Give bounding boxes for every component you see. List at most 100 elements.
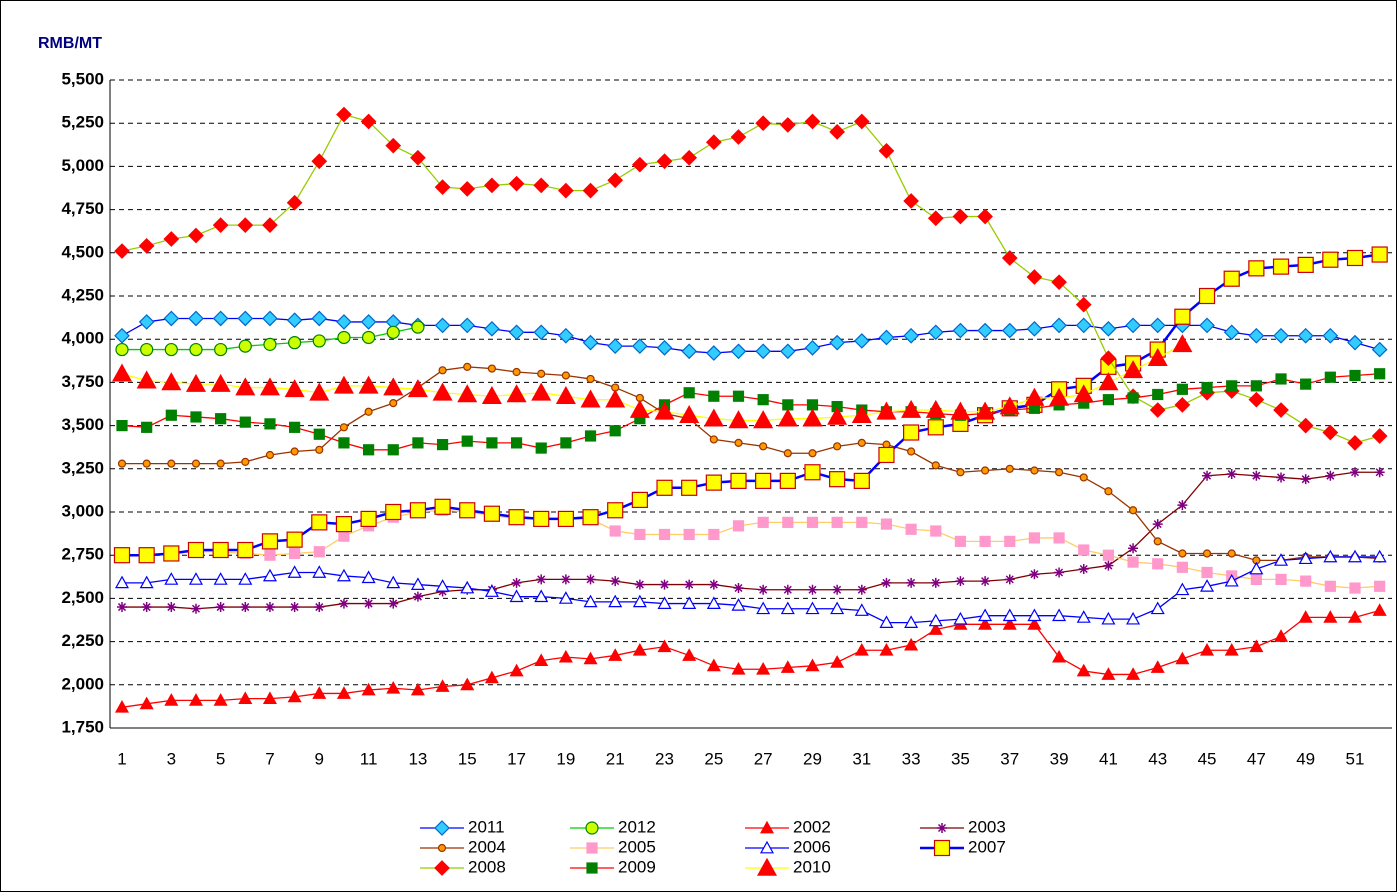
marker — [1150, 601, 1165, 615]
marker — [1123, 360, 1144, 379]
marker — [1104, 487, 1113, 496]
y-tick-label: 1,750 — [61, 717, 104, 736]
marker — [708, 579, 719, 590]
marker — [481, 385, 502, 405]
marker — [237, 541, 254, 559]
marker — [1002, 617, 1017, 630]
marker — [1027, 608, 1042, 622]
x-tick-label: 21 — [606, 749, 625, 768]
marker — [682, 596, 697, 609]
marker — [113, 547, 131, 564]
marker — [952, 208, 969, 225]
marker — [1300, 575, 1312, 587]
marker — [1127, 392, 1139, 404]
marker — [728, 410, 749, 429]
marker — [138, 314, 155, 330]
legend-item: 2004 — [420, 837, 506, 856]
marker — [731, 662, 746, 675]
marker — [607, 338, 624, 354]
marker — [1347, 435, 1363, 451]
legend-label: 2012 — [618, 817, 656, 836]
marker — [289, 421, 301, 433]
marker — [487, 364, 496, 373]
marker — [1175, 582, 1190, 596]
marker — [364, 407, 373, 416]
marker — [1201, 566, 1213, 579]
legend-item: 2010 — [745, 857, 831, 876]
marker — [1323, 610, 1338, 623]
marker — [1078, 564, 1089, 575]
marker — [1274, 629, 1289, 642]
marker — [238, 691, 253, 705]
legend-label: 2009 — [618, 857, 656, 876]
marker — [632, 338, 648, 354]
y-tick-label: 4,000 — [61, 329, 104, 348]
marker — [755, 472, 772, 489]
y-tick-label: 3,750 — [61, 372, 104, 391]
marker — [1152, 519, 1163, 530]
marker — [411, 320, 425, 334]
marker — [358, 375, 379, 394]
marker — [1273, 327, 1289, 344]
marker — [705, 474, 722, 491]
marker — [335, 515, 353, 533]
marker — [536, 574, 547, 585]
marker — [755, 115, 772, 132]
marker — [950, 401, 971, 420]
marker — [1177, 500, 1188, 511]
marker — [561, 371, 570, 380]
marker — [311, 514, 328, 531]
marker — [755, 343, 772, 360]
marker — [878, 446, 895, 464]
marker — [586, 374, 595, 384]
marker — [977, 322, 993, 339]
series-line — [121, 373, 1380, 451]
marker — [337, 330, 351, 345]
marker — [582, 182, 599, 199]
marker — [1001, 322, 1018, 339]
marker — [1199, 317, 1215, 334]
y-tick-label: 2,750 — [61, 545, 104, 564]
marker — [654, 401, 675, 420]
marker — [238, 339, 252, 353]
marker — [387, 444, 399, 456]
marker — [782, 584, 793, 595]
marker — [1002, 608, 1017, 622]
marker — [1004, 535, 1016, 547]
marker — [955, 576, 966, 587]
marker — [1127, 556, 1139, 568]
marker — [238, 572, 253, 585]
marker — [360, 314, 377, 330]
marker — [806, 399, 819, 411]
marker — [213, 693, 228, 706]
marker — [854, 643, 869, 656]
marker — [338, 598, 349, 609]
marker — [607, 172, 624, 189]
marker — [759, 442, 768, 451]
x-tick-label: 47 — [1247, 749, 1266, 768]
marker — [114, 700, 130, 713]
marker — [782, 399, 794, 411]
marker — [141, 602, 152, 613]
marker — [142, 459, 151, 468]
marker — [187, 541, 205, 559]
marker — [1223, 324, 1240, 341]
marker — [1248, 327, 1265, 344]
marker — [1051, 317, 1067, 334]
marker — [634, 579, 645, 590]
marker — [314, 602, 325, 613]
marker — [241, 457, 250, 466]
marker — [531, 382, 552, 401]
marker — [436, 439, 449, 451]
marker — [1098, 372, 1119, 391]
x-tick-label: 19 — [556, 749, 575, 768]
marker — [289, 547, 301, 560]
marker — [336, 314, 352, 330]
marker — [139, 696, 154, 710]
marker — [881, 577, 892, 588]
marker — [1297, 256, 1314, 273]
x-tick-label: 43 — [1148, 749, 1167, 768]
marker — [410, 682, 425, 696]
marker — [555, 385, 576, 405]
